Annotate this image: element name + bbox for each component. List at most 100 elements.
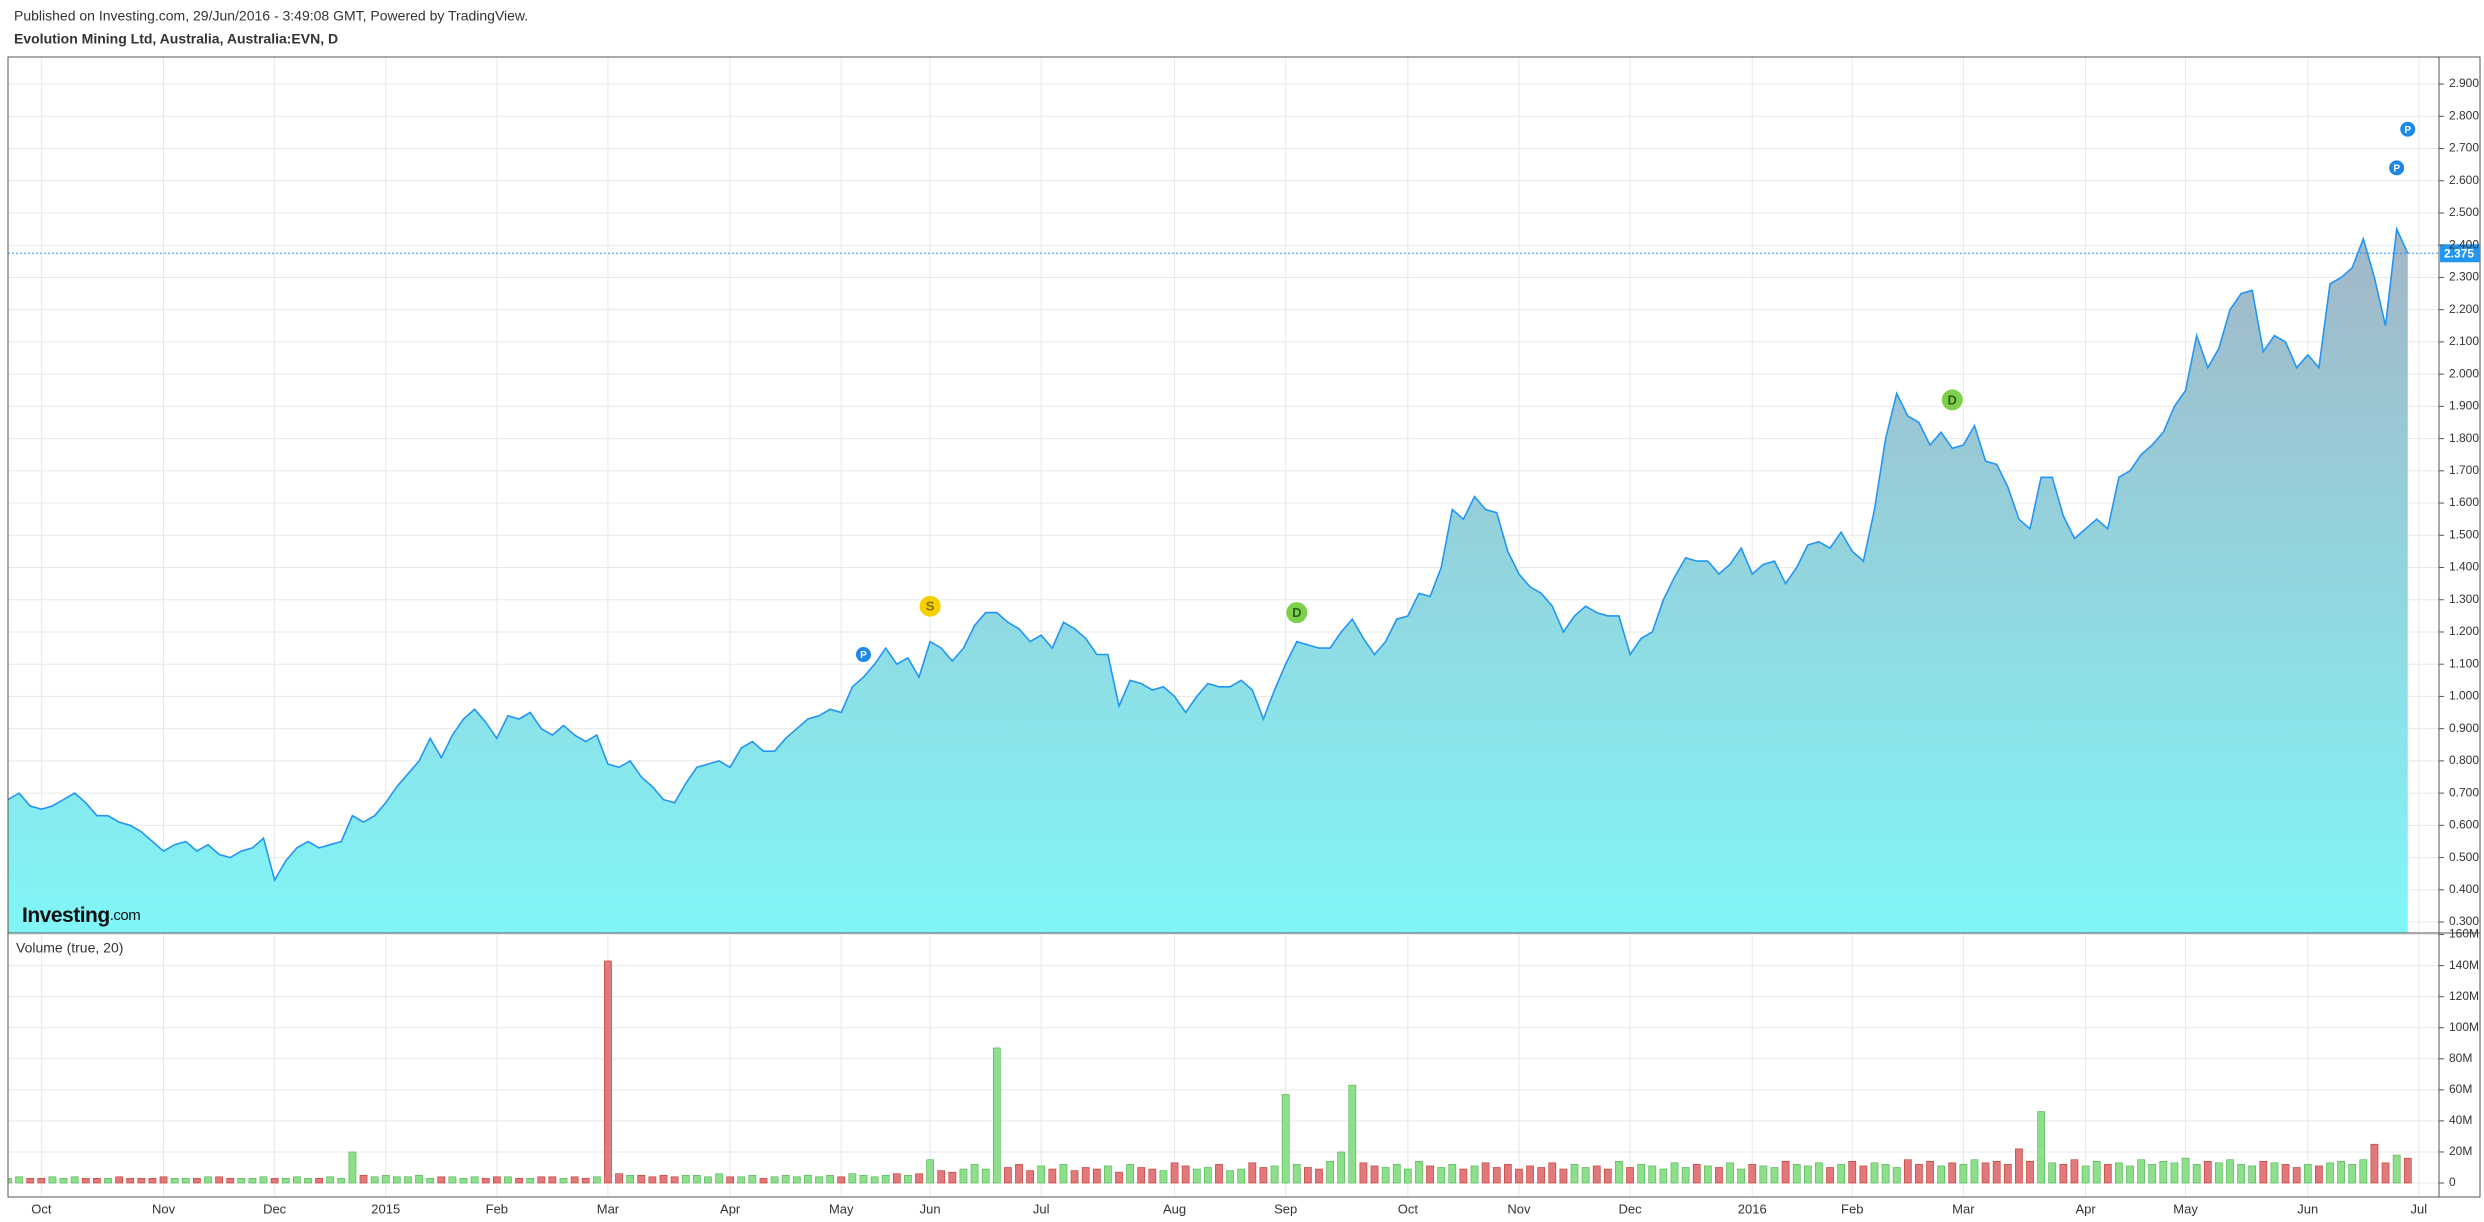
volume-bar (215, 1176, 223, 1184)
volume-bar (1926, 1160, 1934, 1184)
volume-bar (570, 1176, 579, 1184)
volume-bar (1037, 1165, 1046, 1184)
x-tick-label: Jun (2297, 1201, 2318, 1216)
volume-bar (1259, 1167, 1268, 1184)
volume-bar (1726, 1162, 1734, 1184)
y-tick-label: 2.900 (2449, 76, 2479, 90)
volume-bar (1059, 1164, 1068, 1184)
volume-bar (2103, 1164, 2112, 1184)
volume-bar (170, 1178, 179, 1184)
volume-bar (470, 1176, 479, 1184)
volume-bar (1026, 1170, 1034, 1184)
volume-bar (615, 1173, 623, 1184)
y-tick-label: 1.700 (2449, 463, 2479, 477)
x-tick-label: Nov (152, 1201, 176, 1216)
x-tick-label: Dec (263, 1201, 287, 1216)
volume-bar (681, 1174, 690, 1184)
volume-bar (592, 1176, 601, 1184)
volume-bar (1492, 1167, 1501, 1184)
volume-bar (1959, 1164, 1968, 1184)
y-tick-label: 0.600 (2449, 818, 2479, 832)
volume-bar (1748, 1164, 1757, 1184)
volume-bar (459, 1178, 468, 1184)
volume-title: Volume (true, 20) (16, 940, 123, 956)
volume-bar (137, 1178, 146, 1184)
volume-bar (1248, 1162, 1257, 1184)
volume-bar (770, 1176, 779, 1184)
volume-bar (1292, 1164, 1301, 1184)
published-note: Published on Investing.com, 29/Jun/2016 … (14, 8, 528, 24)
y-tick-label: 1.600 (2449, 495, 2479, 509)
volume-bar (337, 1178, 346, 1184)
volume-bar (759, 1178, 768, 1184)
volume-bar (648, 1176, 657, 1184)
chart-title: Evolution Mining Ltd, Australia, Austral… (14, 31, 338, 47)
y-tick-label: 2.500 (2449, 205, 2479, 219)
volume-bar (1337, 1151, 1346, 1184)
y-tick-label: 0 (2449, 1175, 2456, 1189)
x-tick-label: Jun (920, 1201, 941, 1216)
volume-bar (1615, 1160, 1623, 1184)
y-tick-label: 1.200 (2449, 624, 2479, 638)
volume-bar (1159, 1170, 1168, 1184)
volume-bar (81, 1178, 90, 1184)
volume-bar (1126, 1164, 1134, 1184)
y-tick-label: 2.600 (2449, 173, 2479, 187)
y-tick-label: 160M (2449, 927, 2479, 941)
volume-bar (970, 1164, 979, 1184)
volume-bar (392, 1176, 401, 1184)
x-tick-label: Feb (486, 1201, 508, 1216)
x-tick-label: Jul (2411, 1201, 2428, 1216)
volume-bar (792, 1176, 801, 1184)
volume-bar (1270, 1165, 1279, 1184)
y-tick-label: 60M (2449, 1082, 2472, 1096)
volume-bar (1326, 1160, 1334, 1184)
y-tick-label: 100M (2449, 1020, 2479, 1034)
volume-bar (1981, 1162, 1990, 1184)
volume-bar (2259, 1160, 2268, 1184)
volume-bar (1626, 1167, 1634, 1184)
volume-bar (1004, 1167, 1012, 1184)
volume-bar (2037, 1111, 2045, 1184)
volume-bar (659, 1174, 668, 1184)
volume-bar (1759, 1165, 1768, 1184)
volume-bar (548, 1176, 557, 1184)
volume-bar (526, 1178, 535, 1184)
price-area (8, 229, 2408, 934)
volume-bar (1837, 1164, 1846, 1184)
volume-bar (1848, 1160, 1857, 1184)
volume-bar (2315, 1165, 2323, 1184)
volume-bar (304, 1178, 312, 1184)
volume-bar (948, 1171, 957, 1184)
volume-bar (926, 1159, 934, 1184)
y-tick-label: 40M (2449, 1113, 2472, 1127)
volume-bar (1603, 1168, 1612, 1184)
volume-bar (692, 1174, 701, 1184)
volume-bar (1548, 1162, 1557, 1184)
volume-bar (1526, 1165, 1534, 1184)
volume-bar (1592, 1165, 1601, 1184)
volume-bar (1670, 1162, 1679, 1184)
y-tick-label: 0.400 (2449, 882, 2479, 896)
volume-bar (1992, 1160, 2001, 1184)
volume-bar (1304, 1167, 1312, 1184)
volume-bar (959, 1168, 968, 1184)
volume-bar (804, 1174, 812, 1184)
volume-bar (237, 1178, 246, 1184)
volume-bar (1192, 1168, 1201, 1184)
volume-bar (748, 1174, 757, 1184)
volume-bar (59, 1178, 68, 1184)
volume-bar (1437, 1167, 1446, 1184)
y-tick-label: 2.800 (2449, 108, 2479, 122)
volume-bar (2281, 1164, 2290, 1184)
price-line (7, 226, 2409, 883)
volume-bar (2181, 1157, 2190, 1184)
volume-bar (1770, 1167, 1779, 1184)
volume-bar (181, 1178, 190, 1184)
x-tick-label: May (2173, 1201, 2198, 1216)
volume-bar (1070, 1170, 1079, 1184)
volume-bar (2359, 1159, 2368, 1184)
volume-bar (1581, 1167, 1590, 1184)
